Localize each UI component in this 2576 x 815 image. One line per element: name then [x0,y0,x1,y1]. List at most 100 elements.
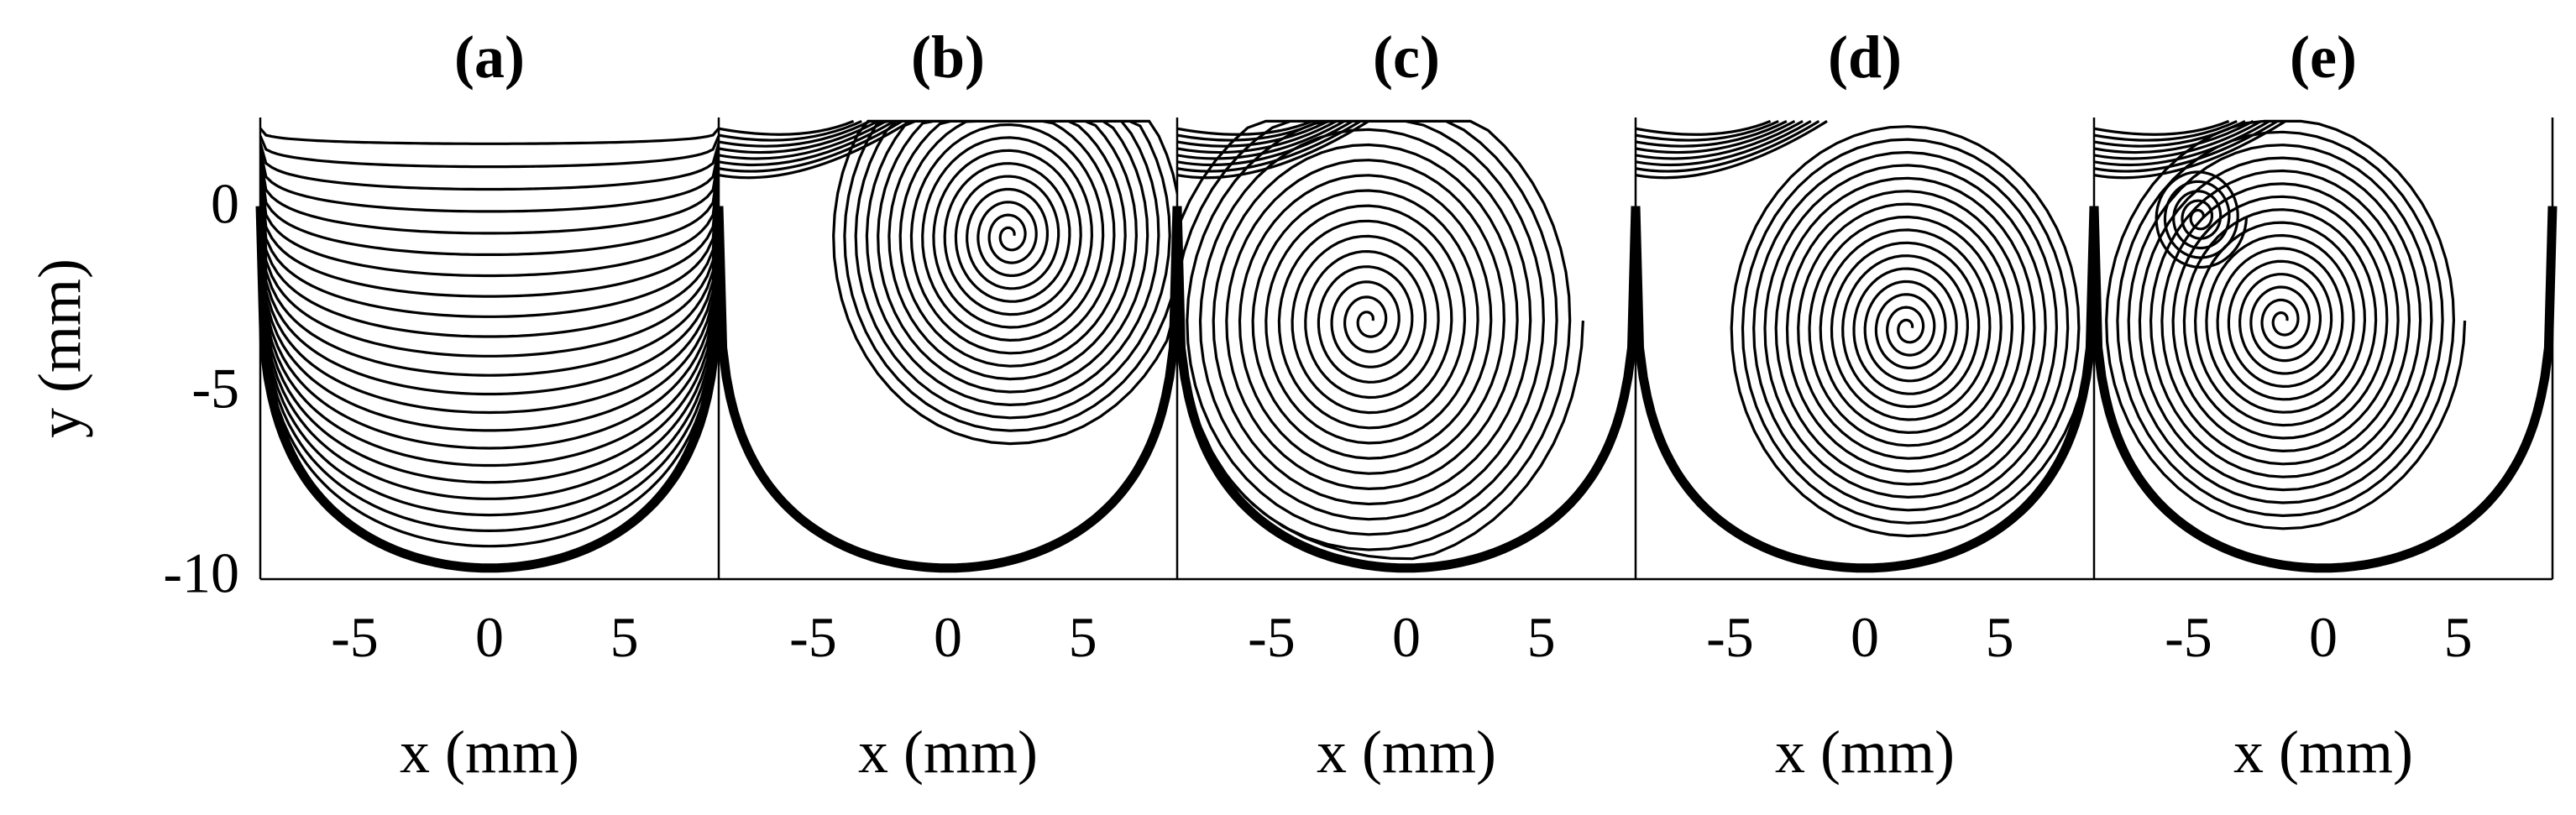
panel-d: (d) -5 0 5 x (mm) [1631,24,2099,786]
x-tick-label: 5 [610,605,639,669]
streamline-vortex [2105,119,2467,530]
cavity-wall [2089,206,2558,573]
streamline [260,167,719,278]
y-tick-label: 0 [211,172,239,236]
streamline [1177,120,1362,173]
streamline [1636,119,1796,154]
streamline [260,161,719,256]
x-tick-label: 0 [1392,605,1421,669]
streamline [719,119,855,136]
streamline [2094,119,2254,154]
streamline [719,120,895,167]
streamline [719,120,911,180]
streamline [1636,119,1788,148]
streamline [1177,119,1338,154]
streamline [719,120,903,173]
streamline [2094,120,2270,167]
panel-a: (a) -5 0 5 x (mm) [255,24,724,786]
streamline [260,186,719,358]
x-tick-label: -5 [1706,605,1754,669]
cavity-wall [1172,206,1641,573]
streamline [1177,120,1369,180]
streamline [2094,120,2279,173]
streamline [1177,119,1329,148]
panel-c: (c) -5 0 5 x (mm) [1172,24,1641,786]
streamlines [719,119,1177,446]
streamline [1636,119,1779,142]
streamlines [260,127,719,548]
streamline [260,206,719,548]
y-tick-label: -5 [191,357,239,421]
streamline [260,199,719,432]
x-axis-label: x (mm) [400,718,579,786]
streamline [260,135,719,169]
x-tick-label: -5 [331,605,379,669]
y-axis-label: y (mm) [26,259,93,438]
x-tick-label: 5 [1986,605,2014,669]
streamline [719,119,862,142]
streamline-vortex [1177,119,1584,561]
streamline-vortex [1730,125,2092,538]
streamline [260,182,719,338]
streamline [1636,120,1828,180]
streamline [1177,119,1321,142]
x-tick-label: -5 [2165,605,2212,669]
cavity-wall [255,206,724,573]
streamline [2094,119,2246,148]
streamline [719,119,871,148]
streamline [260,204,719,484]
panel-e: (e) -5 0 5 x (mm) [2089,24,2558,786]
cavity-wall [714,206,1182,573]
streamline [260,203,719,468]
streamline [260,206,719,533]
cavity-wall [1631,206,2099,573]
streamline [260,206,719,517]
streamline [1636,120,1812,167]
x-tick-label: 0 [475,605,504,669]
streamline [260,196,719,415]
panel-label: (d) [1828,24,1902,91]
panel-label: (e) [2290,24,2357,91]
y-tick-label: -10 [163,541,239,605]
streamline [260,142,719,191]
streamline [1636,119,1772,136]
streamline-vortex [832,119,1177,446]
streamlines [1177,119,1584,561]
streamline [2094,120,2286,180]
panel-label: (a) [454,24,525,91]
streamline [1177,120,1345,160]
streamline [260,201,719,450]
panel-label: (b) [911,24,985,91]
streamline [260,155,719,235]
x-tick-label: 5 [2444,605,2473,669]
streamlines [1636,119,2092,538]
streamline [260,127,719,145]
streamline [2094,120,2262,160]
streamline [260,173,719,298]
x-tick-label: 5 [1069,605,1097,669]
x-axis-label: x (mm) [858,718,1038,786]
streamline [260,206,719,500]
streamlines [2094,119,2467,530]
x-tick-label: -5 [1248,605,1296,669]
streamline [1177,120,1353,167]
streamline [260,190,719,377]
streamline [260,149,719,213]
streamline [2094,119,2238,142]
streamline [260,177,719,318]
streamline [1177,119,1313,136]
panel-b: (b) -5 0 5 x (mm) [714,24,1182,786]
x-tick-label: 5 [1527,605,1556,669]
x-axis-label: x (mm) [1317,718,1496,786]
streamline [719,119,879,154]
x-tick-label: 0 [2309,605,2338,669]
streamline [260,193,719,396]
streamline [2094,119,2230,136]
streamline [719,120,887,160]
streamline-vortex [2155,170,2249,269]
streamline [1636,120,1820,173]
x-tick-label: 0 [934,605,962,669]
panel-label: (c) [1373,24,1440,91]
x-tick-label: -5 [789,605,837,669]
